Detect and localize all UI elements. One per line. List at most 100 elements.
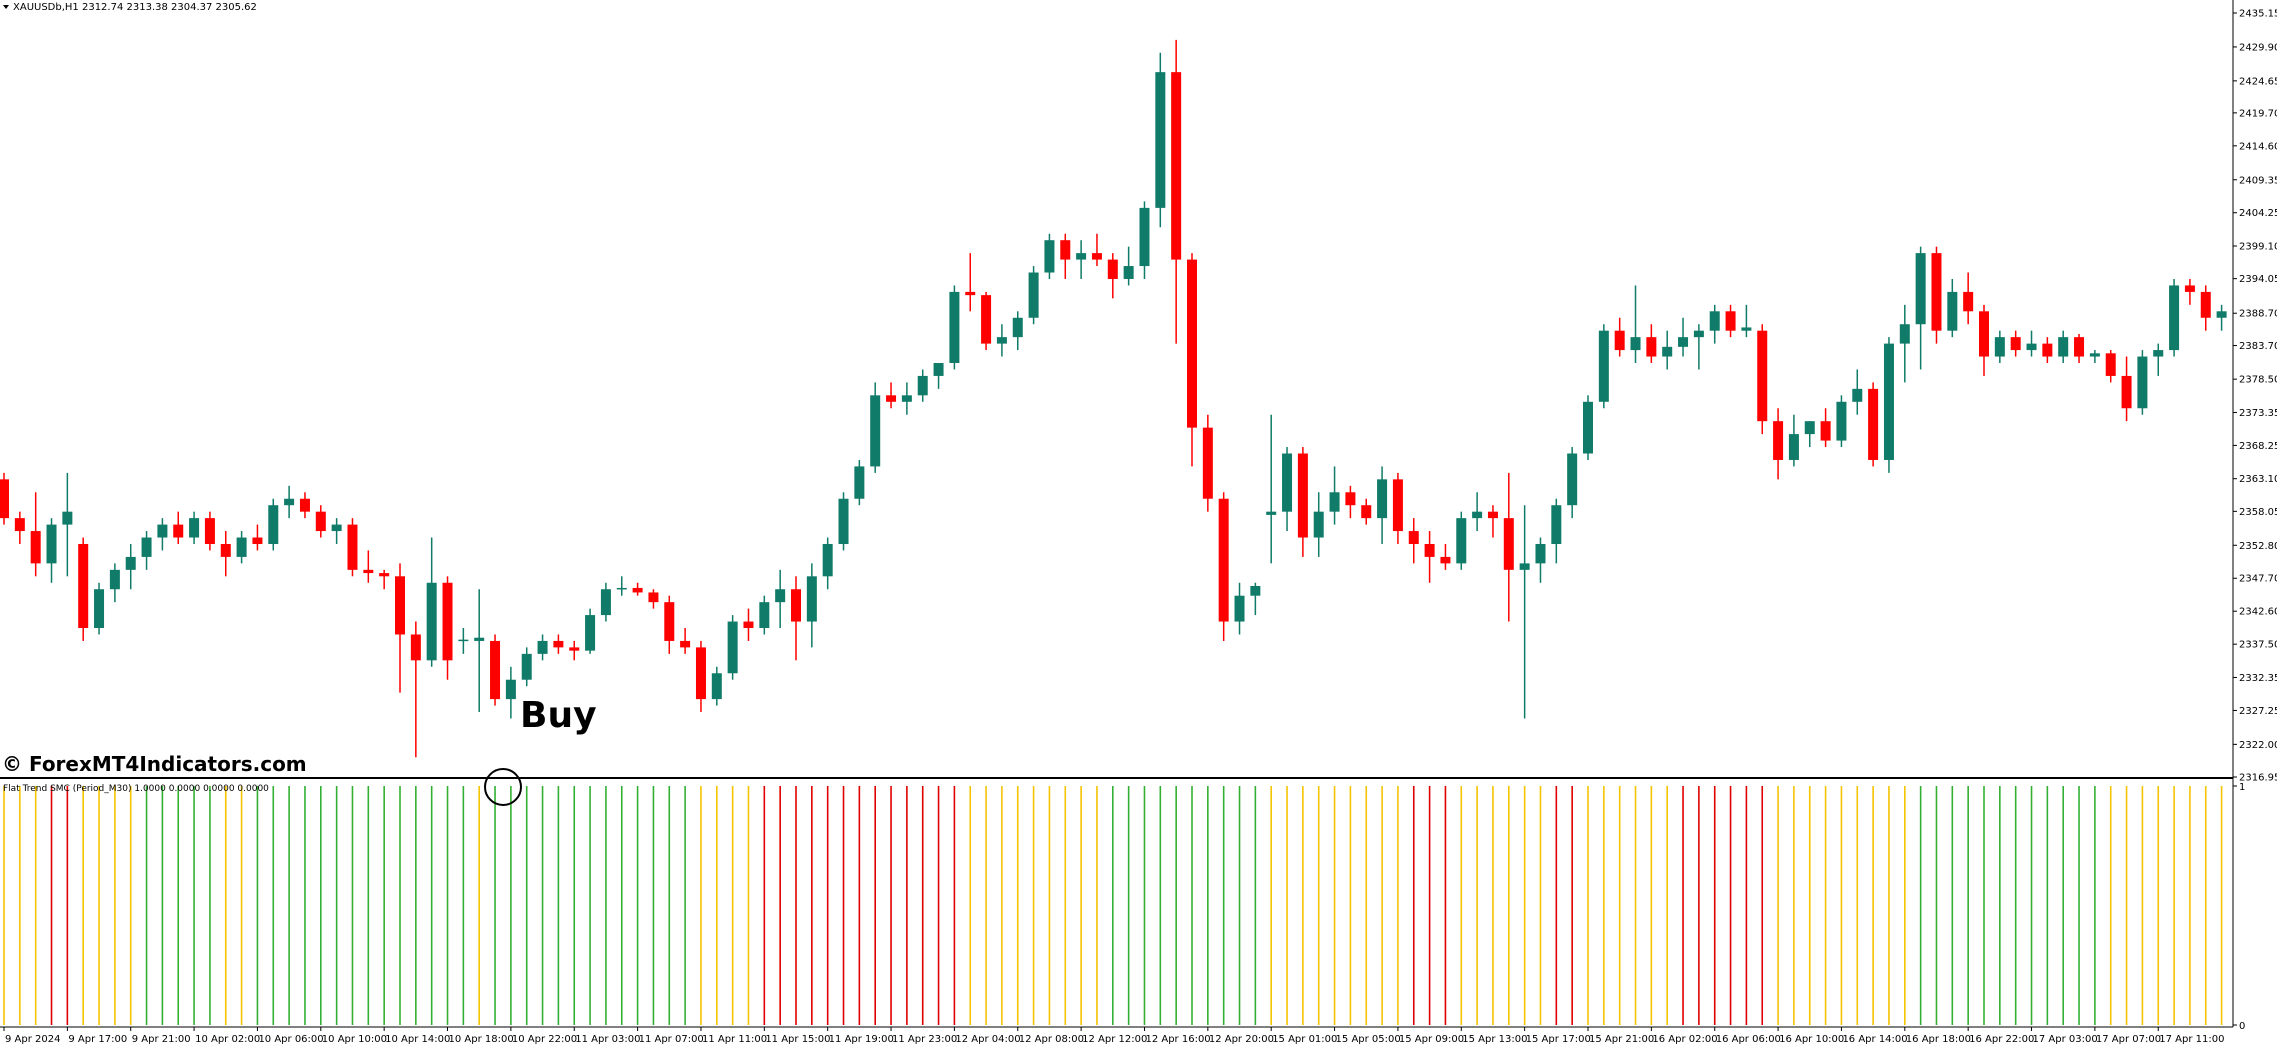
candle-body	[315, 511, 326, 532]
candle-body	[1979, 311, 1989, 357]
candle-body	[775, 589, 786, 603]
candle-body	[1788, 434, 1799, 460]
candle-body	[1392, 479, 1403, 532]
candle-body	[1282, 453, 1293, 512]
candle-body	[632, 587, 643, 593]
y-tick-label: 2358.05	[2239, 507, 2277, 518]
candle-body	[1678, 337, 1689, 347]
candle-body	[2105, 353, 2116, 376]
x-tick-label: 15 Apr 05:00	[1336, 1034, 1401, 1045]
candle-body	[94, 589, 105, 629]
candle-body	[1963, 291, 1974, 312]
menu-triangle[interactable]	[3, 5, 9, 9]
candle-body	[1361, 505, 1372, 519]
candle-body	[838, 498, 849, 544]
candle-body	[1408, 531, 1419, 544]
candle-body	[109, 569, 120, 590]
x-tick-label: 11 Apr 15:00	[765, 1034, 830, 1045]
x-tick-label: 17 Apr 11:00	[2159, 1034, 2224, 1045]
candle-body	[1915, 253, 1926, 325]
signal-circle	[484, 768, 522, 806]
candle-body	[886, 395, 897, 402]
candle-body	[1123, 266, 1134, 279]
x-tick-label: 16 Apr 14:00	[1842, 1034, 1907, 1045]
candle-body	[2074, 337, 2085, 357]
candle-body	[1297, 453, 1308, 538]
y-tick-label: 2316.95	[2239, 773, 2277, 784]
y-tick-label: 2435.15	[2239, 9, 2277, 20]
y-tick-label: 2368.25	[2239, 441, 2277, 452]
candle-body	[204, 518, 215, 544]
x-tick-label: 15 Apr 13:00	[1462, 1034, 1527, 1045]
candle-body	[965, 291, 976, 296]
x-tick-label: 9 Apr 17:00	[68, 1034, 127, 1045]
candle-body	[1931, 253, 1942, 331]
candle-body	[2153, 350, 2164, 357]
x-tick-label: 9 Apr 2024	[5, 1034, 60, 1045]
x-tick-label: 16 Apr 22:00	[1969, 1034, 2034, 1045]
y-tick-label: 2337.50	[2239, 640, 2277, 651]
x-tick-label: 11 Apr 11:00	[702, 1034, 767, 1045]
candle-body	[1630, 337, 1641, 351]
candle-body	[2169, 285, 2180, 351]
candle-body	[220, 543, 231, 557]
candle-body	[2121, 375, 2132, 409]
candle-body	[505, 679, 516, 700]
candle-body	[1709, 311, 1720, 331]
candle-body	[1487, 511, 1498, 519]
candle-body	[1234, 595, 1245, 622]
y-tick-label: 2394.05	[2239, 274, 2277, 285]
y-tick-label: 2327.25	[2239, 706, 2277, 717]
y-tick-label: 2414.60	[2239, 141, 2277, 152]
candle-body	[1187, 259, 1197, 428]
candle-body	[1155, 72, 1166, 208]
candle-body	[933, 363, 944, 376]
candle-body	[759, 602, 770, 629]
candle-body	[395, 576, 405, 635]
x-tick-label: 12 Apr 16:00	[1145, 1034, 1210, 1045]
candle-body	[585, 615, 596, 651]
x-tick-label: 10 Apr 18:00	[449, 1034, 514, 1045]
y-tick-label: 2409.35	[2239, 175, 2277, 186]
x-tick-label: 16 Apr 10:00	[1779, 1034, 1844, 1045]
y-tick-label: 2347.70	[2239, 574, 2277, 585]
candle-body	[1804, 421, 1815, 435]
y-tick-label: 2404.25	[2239, 208, 2277, 219]
candle-body	[1044, 240, 1055, 273]
y-tick-label: 2363.10	[2239, 474, 2277, 485]
candle-body	[1472, 511, 1483, 519]
candle-body	[2200, 291, 2211, 318]
candle-body	[2026, 343, 2037, 351]
candle-body	[1503, 518, 1514, 570]
candle-body	[1107, 259, 1118, 279]
x-tick-label: 11 Apr 07:00	[639, 1034, 704, 1045]
candle-body	[1773, 421, 1784, 460]
candle-body	[1741, 327, 1752, 331]
candle-body	[1329, 492, 1340, 512]
candle-body	[0, 479, 9, 519]
candle-body	[1060, 240, 1071, 260]
candle-body	[1583, 401, 1593, 454]
y-tick-label: 2429.90	[2239, 42, 2277, 53]
symbol-header: XAUUSDb,H1 2312.74 2313.38 2304.37 2305.…	[13, 2, 257, 13]
candle-body	[173, 524, 184, 538]
candle-body	[1899, 324, 1910, 344]
candle-body	[854, 466, 865, 499]
candle-body	[1345, 492, 1356, 506]
candle-body	[1266, 511, 1277, 515]
candle-body	[2216, 311, 2227, 318]
candle-body	[2010, 337, 2021, 351]
y-tick-label: 2352.80	[2239, 541, 2277, 552]
x-tick-label: 11 Apr 03:00	[575, 1034, 640, 1045]
x-tick-label: 15 Apr 01:00	[1272, 1034, 1337, 1045]
candle-body	[46, 524, 57, 564]
candle-body	[268, 505, 279, 544]
axes: 2435.15 2429.90 2424.65 2419.70 2414.60 2409.…	[3, 9, 2277, 1045]
candle-body	[1598, 330, 1609, 402]
candle-body	[711, 673, 722, 700]
candle-body	[727, 621, 738, 674]
candle-body	[1693, 330, 1704, 338]
candle-body	[236, 537, 247, 557]
indicator-title: Flat Trend SMC (Period_M30) 1.0000 0.000…	[3, 784, 269, 794]
